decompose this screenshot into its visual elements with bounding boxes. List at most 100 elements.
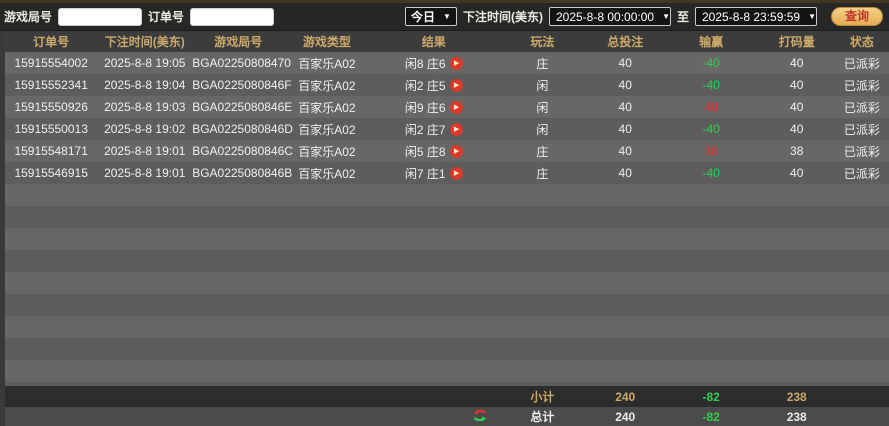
order-no-label: 订单号 bbox=[148, 10, 185, 24]
result-text: 闲7 庄1 bbox=[404, 166, 446, 181]
cell-game-type: 百家乐A02 bbox=[284, 96, 370, 118]
cell-win-loss: 40 bbox=[663, 96, 759, 118]
cell-bet-time: 2025-8-8 19:02 bbox=[97, 118, 193, 140]
col-game-type: 游戏类型 bbox=[284, 31, 370, 52]
cell-result: 闲5 庄8 ▶ bbox=[369, 140, 498, 162]
col-round-no: 游戏局号 bbox=[192, 31, 285, 52]
cell-order-no: 15915552341 bbox=[2, 74, 98, 96]
cell-status: 已派彩 bbox=[834, 74, 889, 96]
game-round-label: 游戏局号 bbox=[4, 10, 53, 24]
cell-bet-time: 2025-8-8 19:01 bbox=[97, 162, 193, 184]
cell-play: 庄 bbox=[498, 162, 587, 184]
cell-status: 已派彩 bbox=[834, 52, 889, 74]
col-turnover: 打码量 bbox=[758, 31, 835, 52]
cell-status: 已派彩 bbox=[834, 96, 889, 118]
cell-turnover: 40 bbox=[758, 74, 835, 96]
grand-total-win-loss: -82 bbox=[663, 407, 759, 426]
cell-result: 闲7 庄1 ▶ bbox=[369, 162, 498, 184]
cell-game-type: 百家乐A02 bbox=[284, 74, 370, 96]
cell-status: 已派彩 bbox=[834, 140, 889, 162]
period-select[interactable]: 今日 ▼ bbox=[404, 7, 457, 26]
col-status: 状态 bbox=[834, 31, 889, 52]
chevron-down-icon: ▼ bbox=[443, 12, 451, 21]
cell-order-no: 15915550013 bbox=[2, 118, 98, 140]
cell-total-bet: 40 bbox=[586, 140, 664, 162]
play-icon[interactable]: ▶ bbox=[449, 100, 463, 114]
order-no-input[interactable] bbox=[190, 7, 275, 26]
game-round-input[interactable] bbox=[58, 7, 143, 26]
orders-table: 订单号 下注时间(美东) 游戏局号 游戏类型 结果 玩法 总投注 输赢 打码量 … bbox=[0, 31, 889, 426]
table-row: 15915550013 2025-8-8 19:02 BGA0225080846… bbox=[2, 118, 889, 140]
cell-game-type: 百家乐A02 bbox=[284, 52, 370, 74]
end-time-select[interactable]: 2025-8-8 23:59:59 ▼ bbox=[695, 7, 817, 26]
cell-play: 闲 bbox=[498, 96, 587, 118]
query-button[interactable]: 查询 bbox=[831, 7, 883, 26]
cell-turnover: 38 bbox=[758, 140, 835, 162]
refresh-cell bbox=[369, 407, 498, 426]
cell-order-no: 15915546915 bbox=[2, 162, 98, 184]
cell-bet-time: 2025-8-8 19:03 bbox=[97, 96, 193, 118]
cell-bet-time: 2025-8-8 19:04 bbox=[97, 74, 193, 96]
cell-round-no: BGA0225080846F bbox=[192, 74, 292, 96]
cell-play: 庄 bbox=[498, 140, 587, 162]
table-row: 15915546915 2025-8-8 19:01 BGA0225080846… bbox=[2, 162, 889, 184]
cell-win-loss: -40 bbox=[663, 52, 759, 74]
play-icon[interactable]: ▶ bbox=[449, 144, 463, 158]
table-row: 15915550926 2025-8-8 19:03 BGA0225080846… bbox=[2, 96, 889, 118]
subtotal-win-loss: -82 bbox=[663, 386, 759, 407]
play-icon[interactable]: ▶ bbox=[449, 78, 463, 92]
play-icon[interactable]: ▶ bbox=[449, 56, 463, 70]
result-text: 闲9 庄6 bbox=[404, 100, 446, 115]
cell-turnover: 40 bbox=[758, 162, 835, 184]
subtotal-label: 小计 bbox=[498, 386, 587, 407]
cell-status: 已派彩 bbox=[834, 162, 889, 184]
grand-total-turnover: 238 bbox=[758, 407, 835, 426]
cell-result: 闲2 庄7 ▶ bbox=[369, 118, 498, 140]
grand-total-total-bet: 240 bbox=[586, 407, 664, 426]
grand-total-row: 总计 240 -82 238 bbox=[2, 407, 889, 426]
cell-round-no: BGA0225080846C bbox=[192, 140, 293, 162]
cell-bet-time: 2025-8-8 19:05 bbox=[97, 52, 193, 74]
cell-turnover: 40 bbox=[758, 96, 835, 118]
cell-round-no: BGA0225080846B bbox=[192, 162, 292, 184]
empty-rows-area bbox=[2, 184, 889, 386]
cell-turnover: 40 bbox=[758, 52, 835, 74]
col-result: 结果 bbox=[369, 31, 498, 52]
col-bet-time: 下注时间(美东) bbox=[97, 31, 193, 52]
top-accent-line bbox=[0, 0, 889, 3]
cell-total-bet: 40 bbox=[586, 96, 664, 118]
cell-game-type: 百家乐A02 bbox=[284, 162, 370, 184]
subtotal-turnover: 238 bbox=[758, 386, 835, 407]
cell-round-no: BGA0225080846D bbox=[192, 118, 293, 140]
col-play: 玩法 bbox=[498, 31, 587, 52]
play-icon[interactable]: ▶ bbox=[449, 166, 463, 180]
cell-order-no: 15915554002 bbox=[2, 52, 98, 74]
end-time-value: 2025-8-8 23:59:59 bbox=[702, 9, 801, 24]
subtotal-total-bet: 240 bbox=[586, 386, 664, 407]
cell-game-type: 百家乐A02 bbox=[284, 118, 370, 140]
filter-toolbar: 游戏局号 订单号 今日 ▼ 下注时间(美东) 2025-8-8 00:00:00… bbox=[0, 3, 889, 31]
chevron-down-icon: ▼ bbox=[808, 12, 817, 21]
cell-play: 闲 bbox=[498, 74, 587, 96]
cell-play: 庄 bbox=[498, 52, 587, 74]
cell-round-no: BGA0225080846E bbox=[192, 96, 292, 118]
cell-bet-time: 2025-8-8 19:01 bbox=[97, 140, 193, 162]
refresh-swap-icon[interactable] bbox=[472, 409, 488, 425]
table-row: 15915552341 2025-8-8 19:04 BGA0225080846… bbox=[2, 74, 889, 96]
cell-status: 已派彩 bbox=[834, 118, 889, 140]
result-text: 闲5 庄8 bbox=[404, 144, 446, 159]
start-time-select[interactable]: 2025-8-8 00:00:00 ▼ bbox=[548, 7, 671, 26]
cell-total-bet: 40 bbox=[586, 74, 664, 96]
cell-order-no: 15915548171 bbox=[2, 140, 98, 162]
cell-win-loss: 38 bbox=[663, 140, 759, 162]
cell-result: 闲9 庄6 ▶ bbox=[369, 96, 498, 118]
cell-turnover: 40 bbox=[758, 118, 835, 140]
result-text: 闲2 庄7 bbox=[404, 122, 446, 137]
result-text: 闲8 庄6 bbox=[404, 56, 446, 71]
grand-total-label: 总计 bbox=[498, 407, 587, 426]
cell-total-bet: 40 bbox=[586, 118, 664, 140]
play-icon[interactable]: ▶ bbox=[449, 122, 463, 136]
result-text: 闲2 庄5 bbox=[404, 78, 446, 93]
table-row: 15915548171 2025-8-8 19:01 BGA0225080846… bbox=[2, 140, 889, 162]
to-label: 至 bbox=[676, 10, 689, 24]
